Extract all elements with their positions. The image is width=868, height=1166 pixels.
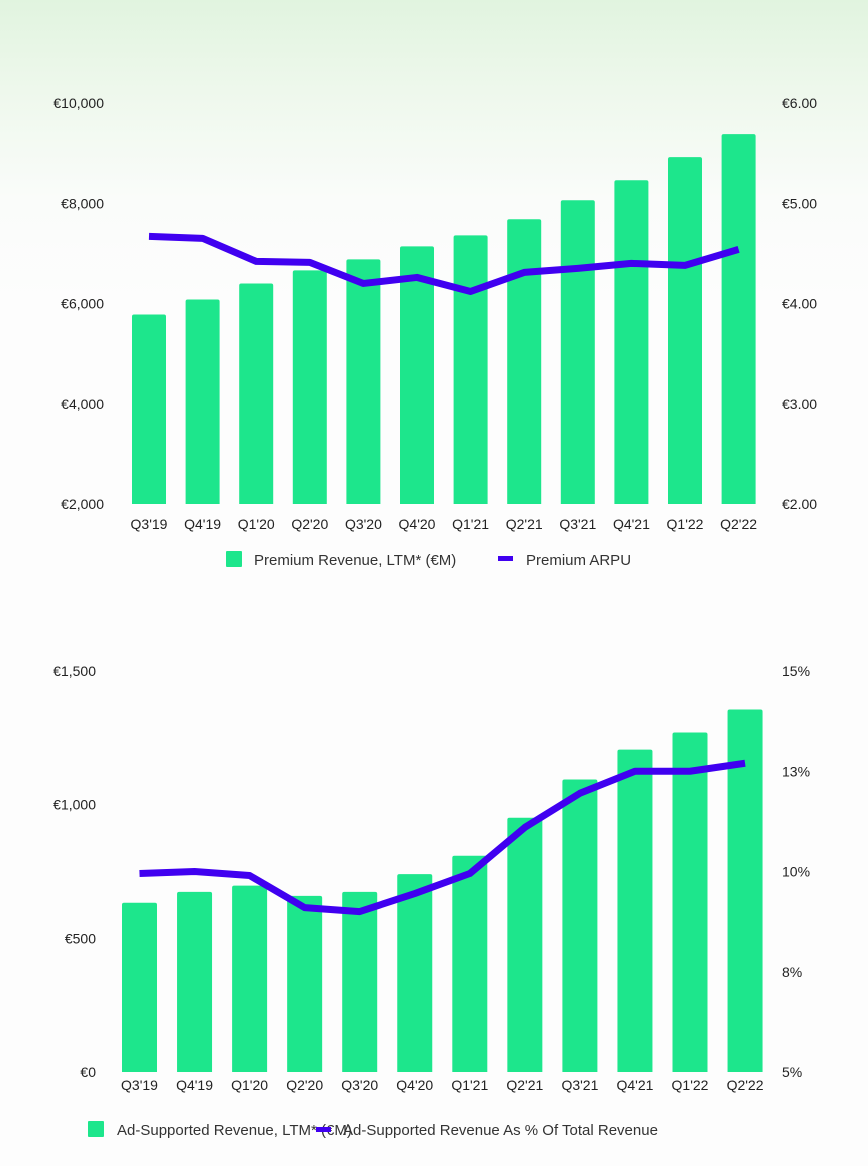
left-tick-label: €1,000 (53, 797, 96, 813)
x-axis: Q3'19 Q4'19 Q1'20 Q2'20 Q3'20 Q4'20 Q1'21 Q2'21… (121, 1077, 764, 1093)
bar (287, 895, 323, 1072)
left-tick-label: €0 (80, 1064, 96, 1080)
x-tick-label: Q4'19 (184, 516, 221, 532)
legend-swatch-bar (226, 551, 242, 567)
x-tick-label: Q3'21 (559, 516, 596, 532)
legend-swatch-line (316, 1127, 331, 1132)
right-tick-label: €5.00 (782, 195, 817, 211)
line-series (148, 232, 740, 295)
x-tick-label: Q4'21 (616, 1077, 653, 1093)
legend: Ad-Supported Revenue, LTM* (€M) Ad-Suppo… (88, 1121, 658, 1139)
series-line (139, 759, 746, 916)
bar (614, 180, 649, 504)
legend-label-bar: Ad-Supported Revenue, LTM* (€M) (117, 1122, 352, 1139)
left-tick-label: €1,500 (53, 663, 96, 679)
legend-swatch-line (498, 556, 513, 561)
bar (292, 270, 327, 504)
legend-swatch-bar (88, 1121, 104, 1137)
x-tick-label: Q1'22 (672, 1077, 709, 1093)
x-tick-label: Q1'21 (452, 516, 489, 532)
bar (507, 817, 543, 1072)
x-tick-label: Q3'21 (561, 1077, 598, 1093)
right-tick-label: 8% (782, 964, 802, 980)
left-tick-label: €500 (65, 930, 96, 946)
right-tick-label: 5% (782, 1064, 802, 1080)
legend: Premium Revenue, LTM* (€M) Premium ARPU (226, 551, 631, 569)
premium-revenue-chart: €10,000 €8,000 €6,000 €4,000 €2,000 €6.00 €5.… (53, 95, 817, 569)
x-tick-label: Q3'20 (345, 516, 382, 532)
left-tick-label: €6,000 (61, 296, 104, 312)
line-series (139, 759, 746, 916)
x-tick-label: Q3'20 (341, 1077, 378, 1093)
bar (727, 709, 763, 1072)
x-tick-label: Q2'22 (720, 516, 757, 532)
ad-supported-revenue-chart: €1,500 €1,000 €500 €0 15% 13% 10% 8% 5% Q3'19 Q4… (53, 663, 810, 1139)
left-axis: €1,500 €1,000 €500 €0 (53, 663, 96, 1080)
left-tick-label: €8,000 (61, 195, 104, 211)
bar (721, 134, 756, 504)
bar (562, 779, 598, 1072)
x-tick-label: Q2'20 (286, 1077, 323, 1093)
x-tick-label: Q2'20 (291, 516, 328, 532)
series-line (148, 232, 740, 295)
right-tick-label: 10% (782, 864, 810, 880)
legend-label-line: Ad-Supported Revenue As % Of Total Reven… (343, 1122, 658, 1139)
x-tick-label: Q1'20 (238, 516, 275, 532)
bar (560, 200, 595, 504)
bar (400, 246, 434, 505)
bar (185, 299, 220, 504)
x-tick-label: Q2'21 (506, 516, 543, 532)
x-tick-label: Q2'21 (506, 1077, 543, 1093)
bar (668, 157, 702, 504)
right-axis: 15% 13% 10% 8% 5% (782, 663, 810, 1080)
x-tick-label: Q4'19 (176, 1077, 213, 1093)
bar (122, 902, 157, 1072)
bar (672, 732, 708, 1072)
x-tick-label: Q1'22 (667, 516, 704, 532)
bar (453, 235, 488, 504)
bar (342, 891, 378, 1072)
x-tick-label: Q4'21 (613, 516, 650, 532)
bar (452, 855, 488, 1072)
bar (232, 885, 268, 1072)
right-axis: €6.00 €5.00 €4.00 €3.00 €2.00 (782, 95, 817, 512)
x-tick-label: Q4'20 (399, 516, 436, 532)
bar-series (132, 134, 756, 505)
bar (177, 891, 213, 1072)
right-tick-label: 15% (782, 663, 810, 679)
legend-label-bar: Premium Revenue, LTM* (€M) (254, 552, 456, 569)
right-tick-label: €4.00 (782, 296, 817, 312)
legend-label-line: Premium ARPU (526, 552, 631, 569)
x-tick-label: Q3'19 (131, 516, 168, 532)
left-tick-label: €4,000 (61, 396, 104, 412)
bar (346, 259, 381, 504)
x-tick-label: Q2'22 (727, 1077, 764, 1093)
left-tick-label: €10,000 (53, 95, 104, 111)
bar-series (122, 709, 763, 1072)
left-tick-label: €2,000 (61, 496, 104, 512)
x-tick-label: Q3'19 (121, 1077, 158, 1093)
bar (397, 874, 433, 1072)
right-tick-label: €3.00 (782, 396, 817, 412)
right-tick-label: €2.00 (782, 496, 817, 512)
left-axis: €10,000 €8,000 €6,000 €4,000 €2,000 (53, 95, 104, 512)
x-axis: Q3'19 Q4'19 Q1'20 Q2'20 Q3'20 Q4'20 Q1'21 Q2'21… (131, 516, 758, 532)
bar (132, 314, 166, 504)
bar (507, 219, 542, 505)
bar (617, 749, 653, 1072)
x-tick-label: Q4'20 (396, 1077, 433, 1093)
right-tick-label: €6.00 (782, 95, 817, 111)
bar (239, 283, 274, 504)
right-tick-label: 13% (782, 763, 810, 779)
x-tick-label: Q1'20 (231, 1077, 268, 1093)
x-tick-label: Q1'21 (451, 1077, 488, 1093)
